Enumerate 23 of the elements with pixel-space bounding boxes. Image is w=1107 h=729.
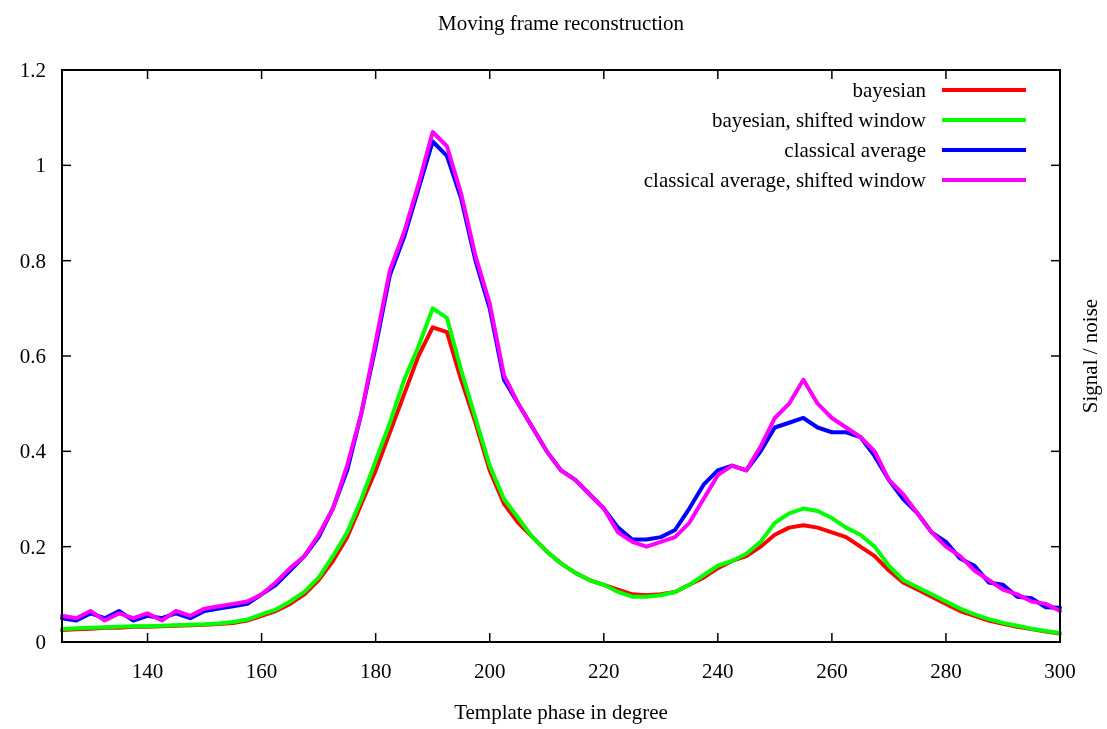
legend-label: classical average [784,138,926,162]
y-tick-label: 0 [35,630,46,654]
y-tick-label: 0.4 [19,439,47,464]
y-tick-label: 0.8 [19,248,46,273]
x-tick-label: 300 [1044,659,1076,683]
y-axis-title: Signal / noise [1078,298,1102,414]
x-tick-label: 260 [816,659,848,683]
legend-label: classical average, shifted window [643,168,927,192]
chart-title: Moving frame reconstruction [437,11,685,35]
x-tick-label: 280 [930,659,962,683]
y-tick-label: 1.2 [19,58,46,82]
x-axis-title: Template phase in degree [454,700,668,724]
y-tick-label: 0.6 [19,344,46,368]
legend-label: bayesian, shifted window [711,108,927,132]
x-tick-label: 240 [702,659,734,683]
x-tick-label: 200 [473,659,506,683]
x-tick-label: 160 [245,659,278,683]
y-tick-label: 0.2 [19,534,46,559]
x-tick-label: 180 [359,659,392,683]
x-tick-label: 140 [131,659,164,683]
x-tick-label: 220 [588,659,620,683]
y-tick-label: 1 [35,153,46,178]
legend-label: bayesian [852,78,927,102]
